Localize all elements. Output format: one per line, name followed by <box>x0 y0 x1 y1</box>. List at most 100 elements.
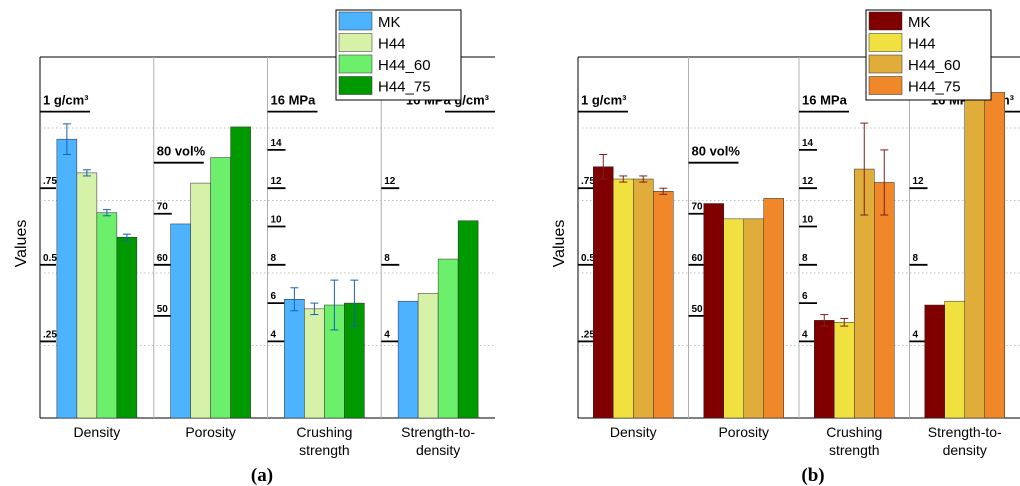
category-group-1: .25 0.5 .75 1 g/cm³ Density <box>578 93 674 440</box>
y-axis-label: Values <box>13 220 30 268</box>
legend-swatch <box>868 54 903 74</box>
bar-h44-75 <box>457 220 479 419</box>
tick-label: 12 <box>802 176 814 187</box>
bar-h44-75 <box>763 198 784 419</box>
tick-label: 50 <box>692 304 704 315</box>
chart-panel-2: Values .25 0.5 .75 1 g/cm³ Density 50 60 70 80 vo… <box>551 9 1020 486</box>
tick-label: 4 <box>384 329 390 340</box>
tick-label: 8 <box>802 253 808 264</box>
legend-swatch <box>338 11 373 31</box>
bar-mk <box>814 320 835 419</box>
category-group-2: 50 60 70 80 vol% Porosity <box>153 126 251 440</box>
bar-h44-75 <box>984 92 1005 419</box>
tick-label: .75 <box>43 176 57 187</box>
legend-swatch <box>338 33 373 52</box>
unit-label: 16 MPa <box>802 93 848 108</box>
bar-h44-60 <box>743 218 764 419</box>
tick-label: .75 <box>581 176 595 187</box>
legend-label: H44 <box>378 36 406 53</box>
category-group-1: .25 0.5 .75 1 g/cm³ Density <box>40 93 138 440</box>
tick-label: 12 <box>384 176 396 187</box>
tick-label: 8 <box>271 253 277 264</box>
legend-swatch <box>868 33 903 52</box>
tick-label: 8 <box>913 253 919 264</box>
tick-label: 50 <box>157 304 169 315</box>
unit-label: 80 vol% <box>157 144 206 159</box>
tick-label: 14 <box>271 138 283 149</box>
category-label: Density <box>74 424 121 440</box>
legend-swatch <box>868 11 903 31</box>
category-label: Strength-to- <box>928 424 1002 440</box>
bar-mk <box>703 203 724 419</box>
tick-label: 6 <box>271 291 277 302</box>
tick-label: 4 <box>913 329 919 340</box>
category-label: Crushing <box>826 424 882 440</box>
tick-label: .25 <box>43 329 57 340</box>
bar-h44 <box>834 322 855 419</box>
bar-mk <box>170 223 191 419</box>
category-label: Strength-to- <box>401 424 475 440</box>
bar-mk <box>56 138 78 419</box>
bar-h44-60 <box>96 212 118 419</box>
bar-h44-75 <box>653 191 674 419</box>
legend-swatch <box>868 76 903 95</box>
bar-h44-60 <box>633 178 654 419</box>
tick-label: 12 <box>913 176 925 187</box>
tick-label: 4 <box>271 329 277 340</box>
legend-label: H44_75 <box>378 79 431 96</box>
bar-h44-75 <box>116 236 138 419</box>
legend-label: H44_75 <box>908 79 961 96</box>
unit-label: 1 g/cm³ <box>581 93 627 108</box>
legend-label: H44_60 <box>378 57 431 74</box>
bar-h44 <box>944 300 965 419</box>
category-label: strength <box>829 442 880 458</box>
legend-swatch <box>338 54 373 74</box>
legend-label: MK <box>908 14 931 31</box>
category-label: density <box>416 442 460 458</box>
panel-label: (a) <box>251 465 273 486</box>
bar-h44 <box>723 218 744 419</box>
bar-h44 <box>304 308 325 419</box>
bar-h44-75 <box>874 182 895 419</box>
bar-mk <box>397 300 419 419</box>
bar-h44-60 <box>210 157 231 419</box>
bar-h44 <box>190 182 211 419</box>
tick-label: 6 <box>802 291 808 302</box>
tick-label: 60 <box>692 253 704 264</box>
bar-h44-60 <box>437 258 459 419</box>
legend: MK H44 H44_60 H44_75 <box>865 9 992 101</box>
tick-label: 0.5 <box>581 253 595 264</box>
tick-label: 10 <box>802 215 814 226</box>
unit-label: 1 g/cm³ <box>43 93 89 108</box>
unit-label: 16 MPa <box>271 93 317 108</box>
legend-label: H44_60 <box>908 57 961 74</box>
tick-label: 0.5 <box>43 253 57 264</box>
legend-swatch <box>338 76 373 95</box>
chart-panel-1: Values .25 0.5 .75 1 g/cm³ Density 50 60 70 80 vo… <box>13 9 495 486</box>
category-group-2: 50 60 70 80 vol% Porosity <box>688 144 784 440</box>
legend-label: H44 <box>908 36 936 53</box>
bar-h44-75 <box>230 126 251 419</box>
tick-label: 70 <box>692 202 704 213</box>
bar-h44 <box>613 178 634 419</box>
category-label: Porosity <box>718 424 769 440</box>
category-label: Porosity <box>185 424 236 440</box>
tick-label: .25 <box>581 329 595 340</box>
category-label: Crushing <box>296 424 352 440</box>
tick-label: 14 <box>802 138 814 149</box>
y-axis-label: Values <box>551 220 568 268</box>
tick-label: 70 <box>157 202 169 213</box>
category-group-3: 4 6 8 10 12 14 16 MPa Crushing strength <box>799 93 895 458</box>
category-label: density <box>943 442 987 458</box>
unit-label: 80 vol% <box>692 144 741 159</box>
category-label: strength <box>299 442 350 458</box>
tick-label: 8 <box>384 253 390 264</box>
bar-mk <box>593 166 614 419</box>
tick-label: 4 <box>802 329 808 340</box>
bar-h44-60 <box>964 92 985 419</box>
tick-label: 12 <box>271 176 283 187</box>
category-group-3: 4 6 8 10 12 14 16 MPa Crushing strength <box>267 93 365 458</box>
